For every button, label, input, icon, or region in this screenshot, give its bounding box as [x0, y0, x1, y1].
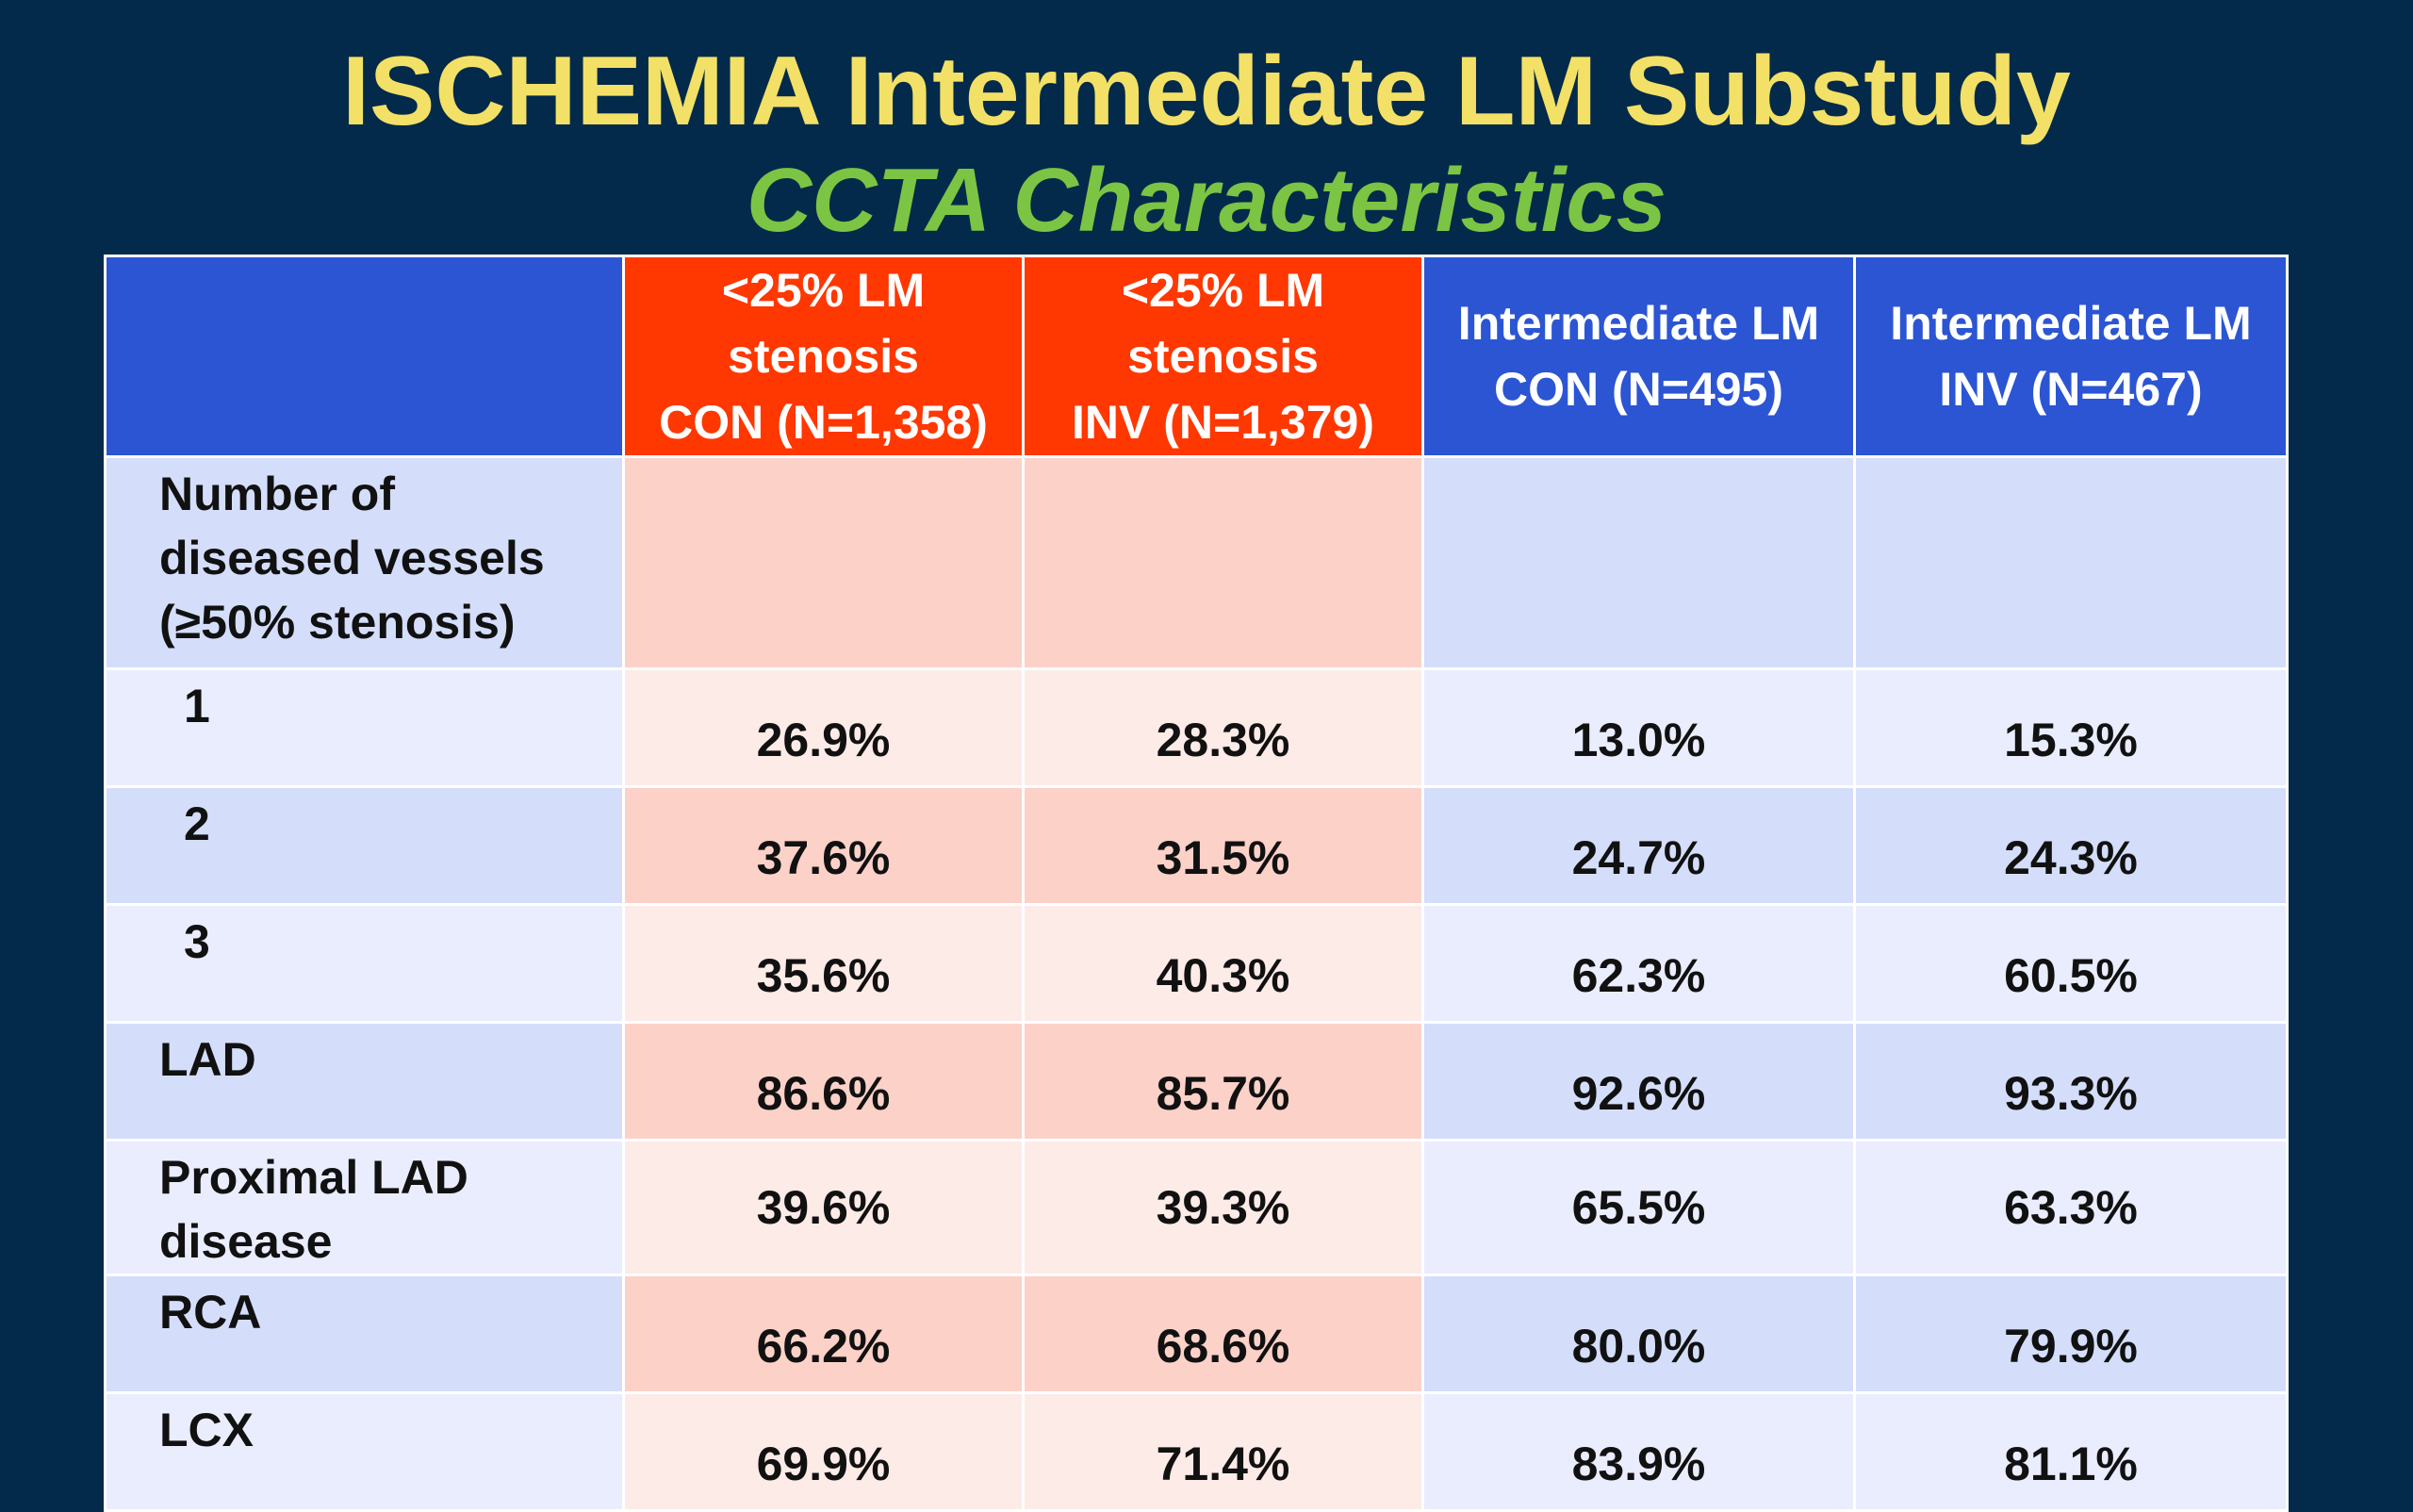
row-label: RCA: [104, 1274, 625, 1394]
value-cell: 26.9%: [622, 667, 1025, 788]
header-cell-intermediate-con: Intermediate LM CON (N=495): [1421, 255, 1856, 458]
value-cell: 63.3%: [1853, 1139, 2289, 1276]
value-cell: 35.6%: [622, 903, 1025, 1024]
value-cell: [622, 455, 1025, 670]
value-cell: 79.9%: [1853, 1274, 2289, 1394]
table-row: Number of diseased vessels (≥50% stenosis): [104, 455, 2289, 670]
slide-title: ISCHEMIA Intermediate LM Substudy: [342, 37, 2071, 146]
value-cell: 24.7%: [1421, 785, 1856, 906]
value-cell: 71.4%: [1022, 1391, 1424, 1512]
value-cell: 39.6%: [622, 1139, 1025, 1276]
value-cell: [1853, 455, 2289, 670]
value-cell: 28.3%: [1022, 667, 1424, 788]
value-cell: 37.6%: [622, 785, 1025, 906]
value-cell: [1421, 455, 1856, 670]
header-label: Intermediate LM INV (N=467): [1890, 297, 2252, 416]
value-cell: 83.9%: [1421, 1391, 1856, 1512]
row-label: Proximal LAD disease: [104, 1139, 625, 1276]
header-cell-intermediate-inv: Intermediate LM INV (N=467): [1853, 255, 2289, 458]
row-label: 1: [104, 667, 625, 788]
value-cell: 80.0%: [1421, 1274, 1856, 1394]
value-cell: 86.6%: [622, 1021, 1025, 1142]
value-cell: 92.6%: [1421, 1021, 1856, 1142]
row-label: 3: [104, 903, 625, 1024]
value-cell: 62.3%: [1421, 903, 1856, 1024]
row-label: LCX: [104, 1391, 625, 1512]
value-cell: 65.5%: [1421, 1139, 1856, 1276]
header-label: <25% LM stenosis INV (N=1,379): [1072, 264, 1374, 449]
slide: ISCHEMIA Intermediate LM Substudy CCTA C…: [104, 37, 2289, 1512]
table-row: 3 35.6% 40.3% 62.3% 60.5%: [104, 903, 2289, 1024]
table-row: Proximal LAD disease 39.6% 39.3% 65.5% 63…: [104, 1139, 2289, 1276]
row-label: Number of diseased vessels (≥50% stenosis): [104, 455, 625, 670]
value-cell: 60.5%: [1853, 903, 2289, 1024]
value-cell: 40.3%: [1022, 903, 1424, 1024]
header-label: <25% LM stenosis CON (N=1,358): [659, 264, 988, 449]
value-cell: [1022, 455, 1424, 670]
value-cell: 69.9%: [622, 1391, 1025, 1512]
header-label: Intermediate LM CON (N=495): [1457, 297, 1820, 416]
value-cell: 39.3%: [1022, 1139, 1424, 1276]
ccta-characteristics-table: <25% LM stenosis CON (N=1,358) <25% LM sten…: [104, 255, 2289, 1512]
table-row: LCX 69.9% 71.4% 83.9% 81.1%: [104, 1391, 2289, 1512]
row-label: LAD: [104, 1021, 625, 1142]
value-cell: 85.7%: [1022, 1021, 1424, 1142]
value-cell: 81.1%: [1853, 1391, 2289, 1512]
table-row: 1 26.9% 28.3% 13.0% 15.3%: [104, 667, 2289, 788]
value-cell: 68.6%: [1022, 1274, 1424, 1394]
header-cell-blank: [104, 255, 625, 458]
table-header-row: <25% LM stenosis CON (N=1,358) <25% LM sten…: [104, 255, 2289, 458]
value-cell: 93.3%: [1853, 1021, 2289, 1142]
table-row: 2 37.6% 31.5% 24.7% 24.3%: [104, 785, 2289, 906]
value-cell: 13.0%: [1421, 667, 1856, 788]
value-cell: 31.5%: [1022, 785, 1424, 906]
header-cell-lt25-con: <25% LM stenosis CON (N=1,358): [622, 255, 1025, 458]
row-label: 2: [104, 785, 625, 906]
header-cell-lt25-inv: <25% LM stenosis INV (N=1,379): [1022, 255, 1424, 458]
table-row: LAD 86.6% 85.7% 92.6% 93.3%: [104, 1021, 2289, 1142]
value-cell: 66.2%: [622, 1274, 1025, 1394]
slide-subtitle: CCTA Characteristics: [746, 150, 1667, 251]
table-row: RCA 66.2% 68.6% 80.0% 79.9%: [104, 1274, 2289, 1394]
value-cell: 24.3%: [1853, 785, 2289, 906]
value-cell: 15.3%: [1853, 667, 2289, 788]
